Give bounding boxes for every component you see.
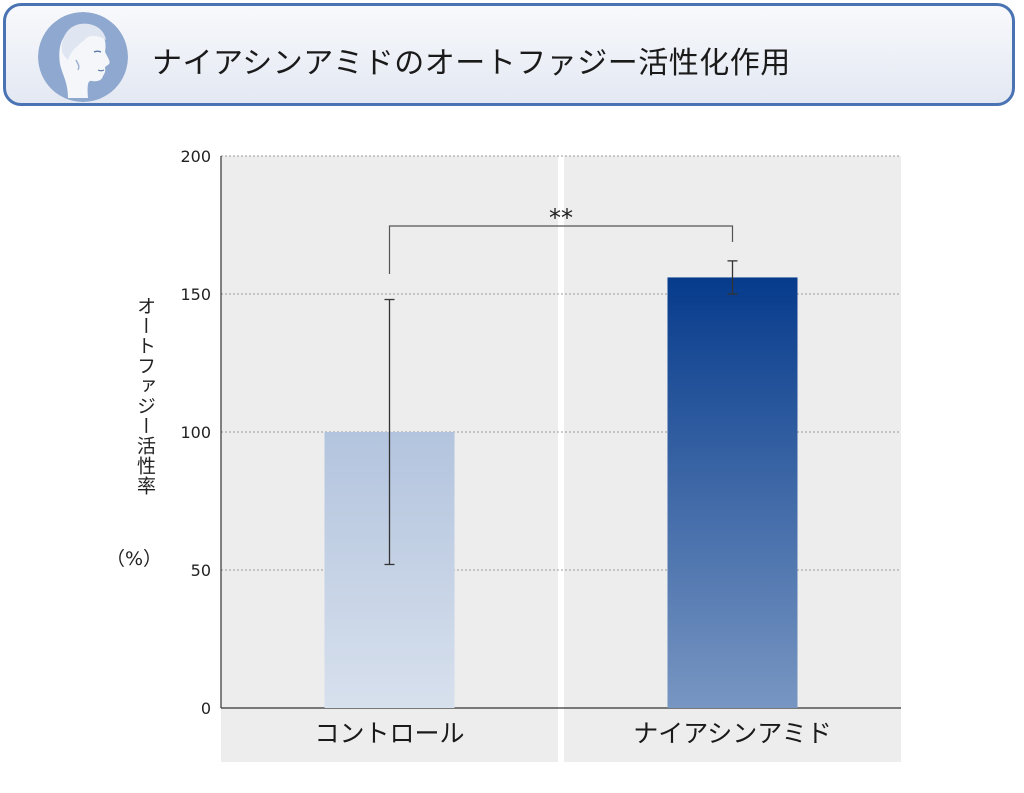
- bar: [667, 277, 798, 708]
- y-axis-label: オートファジー活性率: [134, 296, 156, 496]
- face-profile-icon: [38, 12, 128, 102]
- y-tick-label: 150: [180, 285, 211, 304]
- significance-bracket: [388, 225, 734, 274]
- title-banner: ナイアシンアミドのオートファジー活性化作用: [3, 3, 1015, 106]
- page-title: ナイアシンアミドのオートファジー活性化作用: [152, 46, 791, 81]
- y-tick-label: 100: [180, 423, 211, 442]
- y-tick-label: 0: [201, 699, 211, 718]
- x-category-label: コントロール: [314, 719, 464, 748]
- y-tick-label: 200: [180, 147, 211, 166]
- y-tick-label: 50: [191, 561, 211, 580]
- significance-label: **: [549, 204, 573, 232]
- x-category-label: ナイアシンアミド: [633, 719, 832, 748]
- y-axis-unit: （%）: [105, 548, 163, 570]
